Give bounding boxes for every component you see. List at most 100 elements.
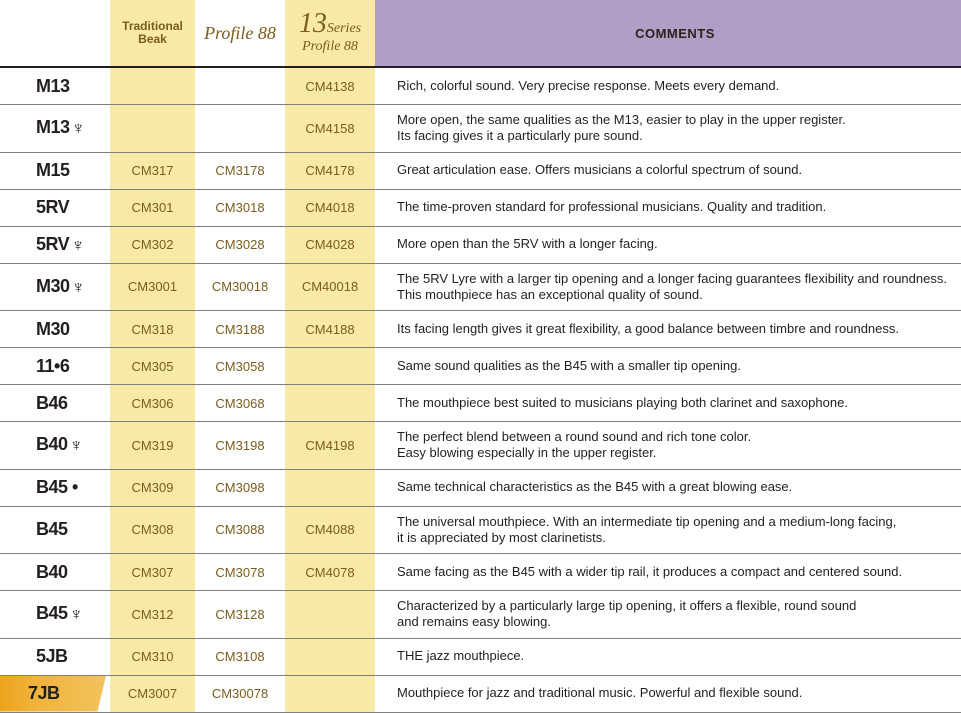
comment-cell: Mouthpiece for jazz and traditional musi… bbox=[375, 676, 961, 712]
header-13-suffix: Series bbox=[327, 21, 361, 36]
profile88-code: CM3108 bbox=[215, 649, 264, 664]
profile88-code: CM3198 bbox=[215, 438, 264, 453]
model-cell: M30 bbox=[0, 311, 110, 347]
traditional-cell: CM307 bbox=[110, 554, 195, 590]
series13-cell: CM4158 bbox=[285, 105, 375, 152]
profile88-cell: CM30018 bbox=[195, 264, 285, 311]
model-cell: 7JB bbox=[0, 676, 110, 712]
series13-cell bbox=[285, 639, 375, 675]
model-cell: B40 bbox=[0, 554, 110, 590]
table-row: B40CM307CM3078CM4078Same facing as the B… bbox=[0, 554, 961, 591]
model-name: B45 bbox=[6, 519, 68, 540]
profile88-code: CM3018 bbox=[215, 200, 264, 215]
header-13series-label: 13Series bbox=[299, 11, 361, 36]
model-name: B45♆ bbox=[6, 603, 83, 625]
model-cell: 5JB bbox=[0, 639, 110, 675]
comment-text: Characterized by a particularly large ti… bbox=[397, 594, 856, 635]
table-row: B46CM306CM3068The mouthpiece best suited… bbox=[0, 385, 961, 422]
dot-icon: • bbox=[68, 477, 78, 497]
series13-code: CM4138 bbox=[305, 79, 354, 94]
profile88-code: CM3078 bbox=[215, 565, 264, 580]
model-name: 7JB bbox=[6, 683, 60, 704]
comment-cell: THE jazz mouthpiece. bbox=[375, 639, 961, 675]
model-cell: B45♆ bbox=[0, 591, 110, 638]
series13-code: CM4018 bbox=[305, 200, 354, 215]
table-row: B40♆ CM319 CM3198 CM4198 The perfect blend b… bbox=[0, 422, 961, 470]
series13-cell bbox=[285, 385, 375, 421]
series13-cell: CM4138 bbox=[285, 68, 375, 104]
header-profile88: Profile 88 bbox=[195, 0, 285, 66]
series13-cell: CM4188 bbox=[285, 311, 375, 347]
profile88-cell: CM3198 bbox=[195, 422, 285, 469]
profile88-code: CM3028 bbox=[215, 237, 264, 252]
traditional-cell: CM310 bbox=[110, 639, 195, 675]
model-cell: M30♆ bbox=[0, 264, 110, 311]
lyre-icon: ♆ bbox=[72, 277, 85, 297]
model-cell: 11•6 bbox=[0, 348, 110, 384]
series13-code: CM4178 bbox=[305, 163, 354, 178]
traditional-cell: CM312 bbox=[110, 591, 195, 638]
comment-cell: The time-proven standard for professiona… bbox=[375, 190, 961, 226]
profile88-cell: CM3188 bbox=[195, 311, 285, 347]
lyre-icon: ♆ bbox=[70, 604, 83, 624]
comment-cell: The universal mouthpiece. With an interm… bbox=[375, 507, 961, 554]
series13-cell: CM4028 bbox=[285, 227, 375, 263]
profile88-code: CM3088 bbox=[215, 522, 264, 537]
profile88-code: CM3128 bbox=[215, 607, 264, 622]
lyre-icon: ♆ bbox=[70, 435, 83, 455]
header-traditional-label: Traditional Beak bbox=[110, 20, 195, 46]
model-name: M13 bbox=[6, 76, 70, 97]
traditional-code: CM3001 bbox=[128, 279, 177, 294]
header-comments-label: COMMENTS bbox=[635, 26, 715, 41]
comment-cell: Rich, colorful sound. Very precise respo… bbox=[375, 68, 961, 104]
series13-cell bbox=[285, 591, 375, 638]
series13-cell: CM4198 bbox=[285, 422, 375, 469]
table-row: B45 CM308 CM3088 CM4088 The universal mouthp… bbox=[0, 507, 961, 555]
profile88-cell bbox=[195, 68, 285, 104]
model-name: 11•6 bbox=[6, 356, 69, 377]
traditional-cell: CM305 bbox=[110, 348, 195, 384]
traditional-cell: CM301 bbox=[110, 190, 195, 226]
profile88-cell bbox=[195, 105, 285, 152]
header-model bbox=[0, 0, 110, 66]
profile88-code: CM3098 bbox=[215, 480, 264, 495]
profile88-cell: CM3098 bbox=[195, 470, 285, 506]
traditional-cell: CM317 bbox=[110, 153, 195, 189]
traditional-cell: CM302 bbox=[110, 227, 195, 263]
comment-cell: More open than the 5RV with a longer fac… bbox=[375, 227, 961, 263]
profile88-code: CM30018 bbox=[212, 279, 268, 294]
profile88-cell: CM3018 bbox=[195, 190, 285, 226]
series13-cell: CM4018 bbox=[285, 190, 375, 226]
model-cell: B45 bbox=[0, 507, 110, 554]
table-row: 5RV♆ CM302 CM3028 CM4028More open than the … bbox=[0, 227, 961, 264]
table-row: 5RV CM301 CM3018 CM4018 The time-proven stan… bbox=[0, 190, 961, 227]
model-name: 5RV bbox=[6, 197, 69, 218]
traditional-code: CM301 bbox=[132, 200, 174, 215]
series13-cell: CM4088 bbox=[285, 507, 375, 554]
table-row: B45♆ CM312 CM3128 Characterized by a partic… bbox=[0, 591, 961, 639]
profile88-cell: CM3088 bbox=[195, 507, 285, 554]
table-body: M13 CM4138 Rich, colorful sound. Very prec… bbox=[0, 66, 961, 713]
table-row: 11•6CM305CM3058Same sound qualities as t… bbox=[0, 348, 961, 385]
traditional-cell bbox=[110, 68, 195, 104]
traditional-cell bbox=[110, 105, 195, 152]
comment-text: Great articulation ease. Offers musician… bbox=[397, 158, 802, 182]
traditional-code: CM310 bbox=[132, 649, 174, 664]
model-name: M13♆ bbox=[6, 117, 85, 139]
comment-text: The universal mouthpiece. With an interm… bbox=[397, 510, 896, 551]
comment-cell: The perfect blend between a round sound … bbox=[375, 422, 961, 469]
model-cell: B40♆ bbox=[0, 422, 110, 469]
traditional-code: CM306 bbox=[132, 396, 174, 411]
profile88-cell: CM3028 bbox=[195, 227, 285, 263]
series13-cell bbox=[285, 470, 375, 506]
traditional-code: CM302 bbox=[132, 237, 174, 252]
header-comments: COMMENTS bbox=[375, 0, 961, 66]
comment-text: Same technical characteristics as the B4… bbox=[397, 475, 792, 499]
traditional-code: CM319 bbox=[132, 438, 174, 453]
comment-text: THE jazz mouthpiece. bbox=[397, 644, 524, 668]
traditional-cell: CM308 bbox=[110, 507, 195, 554]
model-cell: 5RV♆ bbox=[0, 227, 110, 263]
comment-text: The perfect blend between a round sound … bbox=[397, 425, 751, 466]
profile88-cell: CM3068 bbox=[195, 385, 285, 421]
traditional-cell: CM309 bbox=[110, 470, 195, 506]
